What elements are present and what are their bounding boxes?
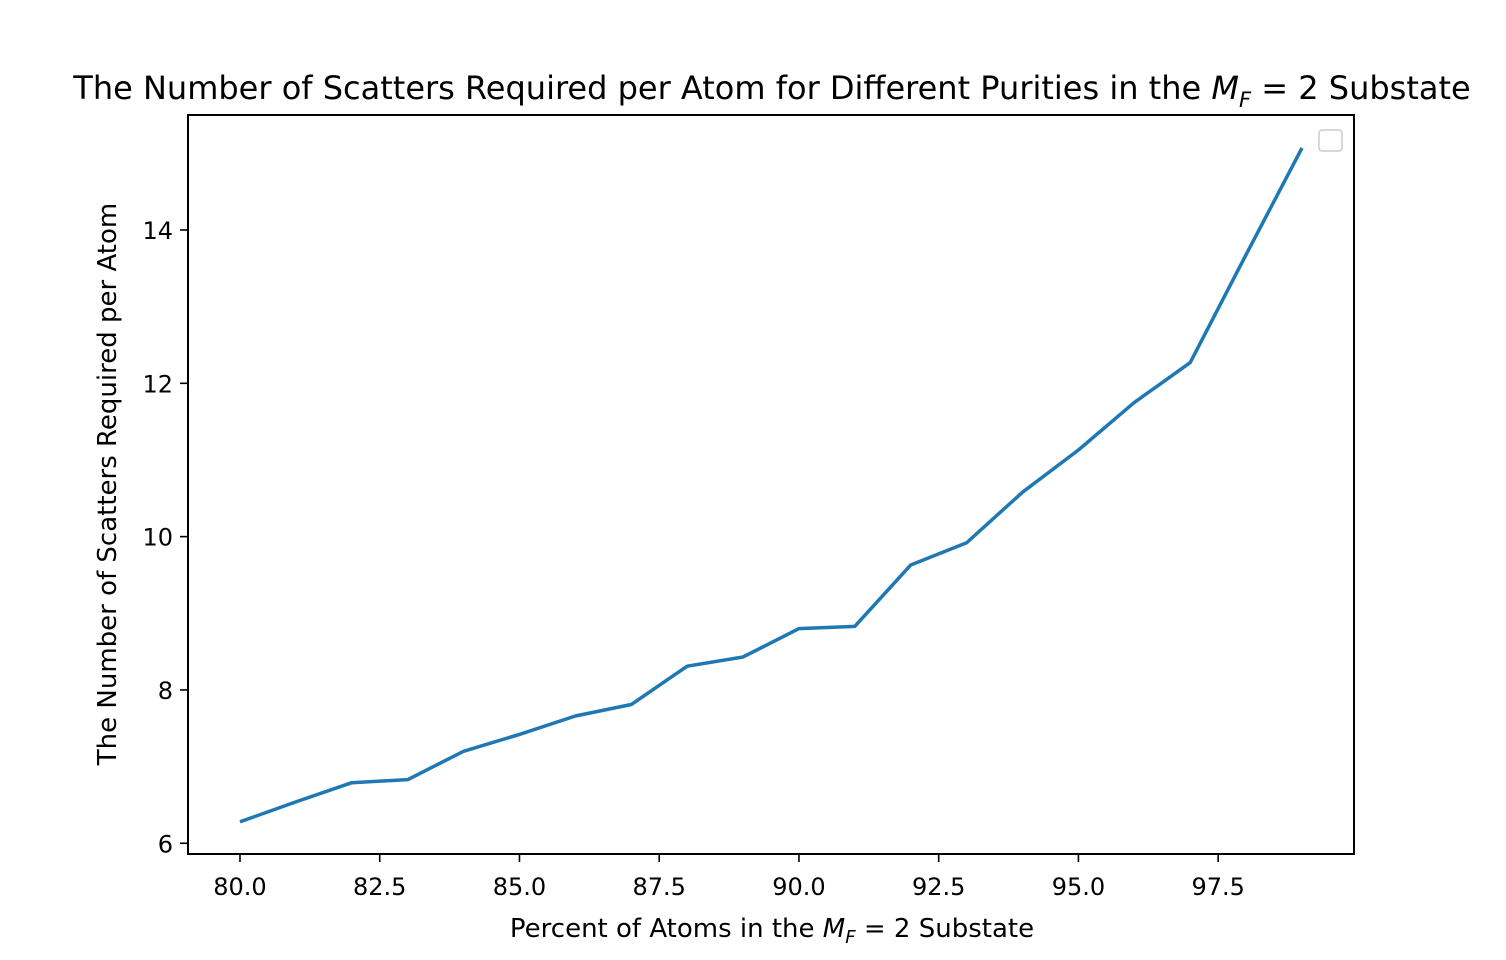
plot-area (188, 115, 1354, 854)
x-tick-label: 82.5 (353, 873, 406, 901)
chart-title: The Number of Scatters Required per Atom… (72, 69, 1470, 112)
x-tick-label: 85.0 (493, 873, 546, 901)
y-tick-label: 8 (158, 677, 173, 705)
x-tick-label: 95.0 (1052, 873, 1105, 901)
x-tick-label: 87.5 (632, 873, 685, 901)
y-tick-label: 12 (142, 370, 173, 398)
y-axis-label: The Number of Scatters Required per Atom (93, 203, 123, 766)
x-axis-label: Percent of Atoms in the MF = 2 Substate (510, 914, 1034, 948)
series-line-1 (239, 147, 1304, 824)
x-axis: 80.0 82.5 85.0 87.5 90.0 92.5 95.0 97.5 (213, 854, 1245, 901)
x-tick-label: 97.5 (1191, 873, 1244, 901)
y-tick-label: 14 (142, 217, 173, 245)
x-tick-label: 80.0 (213, 873, 266, 901)
y-tick-label: 6 (158, 830, 173, 858)
y-axis: 6 8 10 12 14 (142, 217, 188, 858)
plot-frame (187, 114, 1355, 855)
x-tick-label: 92.5 (912, 873, 965, 901)
series-layer (239, 147, 1304, 824)
x-tick-label: 90.0 (772, 873, 825, 901)
y-tick-label: 10 (142, 524, 173, 552)
legend-box (1318, 129, 1343, 152)
